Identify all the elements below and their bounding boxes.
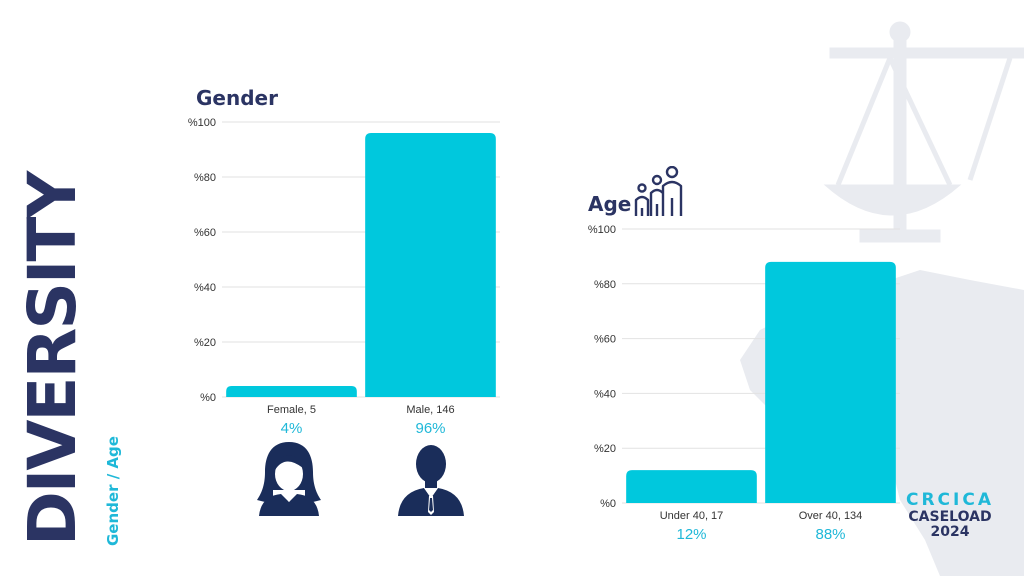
family-icon [634,166,683,216]
crcica-logo: CRCICA CASELOAD 2024 [900,490,1000,540]
slide-title: DIVERSITY [14,172,91,546]
slide-subtitle: Gender / Age [104,436,122,546]
gender-bar-0 [226,386,357,397]
male-avatar-icon [398,445,464,516]
age-y-tick-label: %40 [594,388,616,400]
age-chart: %0 %20 %40 %60 %80 %100 Under 40, 17 12% Over 40… [588,224,900,543]
gender-category-label-0: Female, 5 [267,404,316,416]
gender-value-label-1: 96% [415,420,445,437]
gender-bar-1 [365,133,496,397]
gender-chart: %0 %20 %40 %60 %80 %100 Female, 5 4% Male, 146 96… [188,117,500,437]
gender-y-tick-label: %100 [188,117,216,129]
age-bar-1 [765,261,896,503]
age-y-tick-label: %80 [594,279,616,291]
age-y-tick-label: %60 [594,334,616,346]
scales-of-justice-icon [823,21,1024,243]
gender-value-label-0: 4% [281,420,303,437]
gender-category-label-1: Male, 146 [406,404,454,416]
age-value-label-1: 88% [815,526,845,543]
age-chart-title: Age [588,192,632,216]
logo-brand: CRCICA [905,490,994,510]
age-y-tick-label: %20 [594,443,616,455]
gender-y-tick-label: %0 [200,392,216,404]
gender-y-tick-label: %60 [194,227,216,239]
female-avatar-icon [257,442,321,516]
age-value-label-0: 12% [676,526,706,543]
logo-line1: CASELOAD [908,508,992,525]
logo-line2: 2024 [930,523,970,540]
age-y-tick-label: %100 [588,224,616,236]
gender-chart-title: Gender [196,86,278,110]
gender-y-tick-label: %80 [194,172,216,184]
age-bar-0 [626,470,757,503]
age-category-label-0: Under 40, 17 [660,510,724,522]
gender-y-tick-label: %20 [194,337,216,349]
age-y-tick-label: %0 [600,498,616,510]
age-category-label-1: Over 40, 134 [799,510,863,522]
gender-y-tick-label: %40 [194,282,216,294]
